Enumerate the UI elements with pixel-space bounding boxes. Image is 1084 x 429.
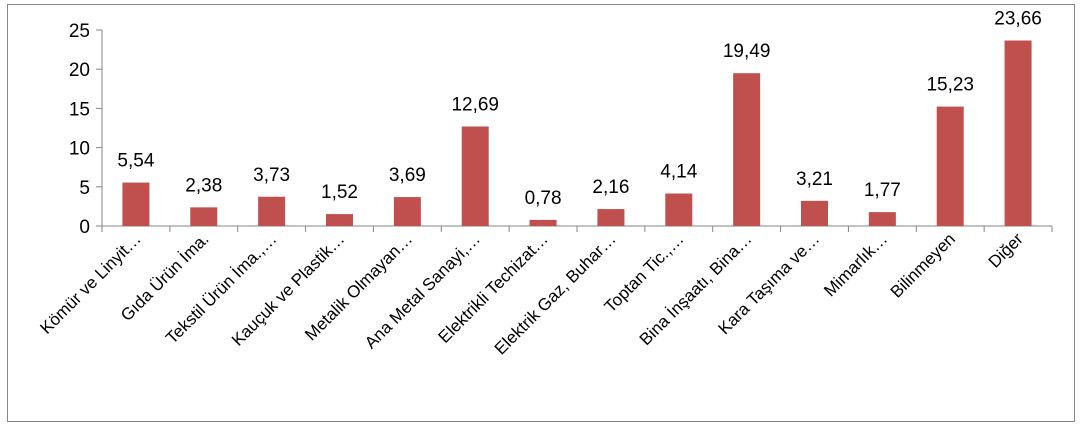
category-label: Bilinmeyen bbox=[887, 229, 959, 301]
y-tick-label: 25 bbox=[69, 21, 90, 42]
x-axis bbox=[101, 225, 1053, 232]
data-label: 3,69 bbox=[389, 165, 426, 186]
bar bbox=[801, 200, 828, 226]
bar bbox=[1004, 40, 1032, 226]
data-label: 4,14 bbox=[660, 162, 697, 183]
bar bbox=[597, 209, 625, 226]
category-label: Tekstil Ürün İma.,… bbox=[162, 229, 280, 347]
data-label: 1,52 bbox=[321, 182, 358, 203]
y-axis: 0 5 10 15 20 25 bbox=[69, 21, 103, 238]
category-label: Diğer bbox=[985, 229, 1027, 271]
category-label: Mimarlık… bbox=[820, 229, 891, 300]
data-label: 2,16 bbox=[592, 177, 629, 198]
data-label: 3,21 bbox=[796, 169, 833, 190]
bar bbox=[936, 106, 964, 226]
y-tick-label: 15 bbox=[69, 99, 90, 120]
data-label: 2,38 bbox=[185, 175, 222, 196]
bar bbox=[122, 182, 150, 226]
y-tick-label: 5 bbox=[79, 178, 90, 199]
category-label: Bina İnşaatı, Bina… bbox=[636, 229, 756, 349]
bar bbox=[665, 193, 693, 226]
bar bbox=[326, 214, 353, 226]
category-label: Kauçuk ve Plastik… bbox=[228, 229, 348, 349]
y-tick-label: 0 bbox=[79, 217, 90, 238]
data-label: 5,54 bbox=[117, 151, 154, 172]
bar bbox=[868, 212, 896, 226]
category-label: Elektrik Gaz, Buhar… bbox=[491, 229, 620, 358]
data-label: 23,66 bbox=[994, 9, 1042, 30]
data-label: 12,69 bbox=[451, 95, 499, 116]
bar bbox=[190, 207, 218, 226]
y-tick-label: 10 bbox=[69, 139, 90, 160]
bar bbox=[258, 196, 286, 226]
chart-frame bbox=[7, 4, 1075, 422]
bars bbox=[122, 40, 1032, 227]
data-label: 0,78 bbox=[525, 188, 562, 209]
data-label: 1,77 bbox=[864, 180, 901, 201]
y-tick-label: 20 bbox=[69, 60, 90, 81]
bar bbox=[461, 126, 489, 226]
data-label: 15,23 bbox=[926, 75, 974, 96]
bar bbox=[733, 73, 761, 227]
category-labels: Kömür ve Linyit…Gıda Ürün İma.Tekstil Ür… bbox=[36, 229, 1027, 358]
data-labels: 5,54 2,38 3,73 1,52 3,69 12,69 0,78 2,16 4,14 19,… bbox=[117, 9, 1041, 209]
bar bbox=[529, 219, 557, 226]
data-label: 19,49 bbox=[723, 41, 771, 62]
bar bbox=[393, 197, 421, 226]
data-label: 3,73 bbox=[253, 165, 290, 186]
category-label: Ana Metal Sanayi,… bbox=[361, 229, 484, 352]
